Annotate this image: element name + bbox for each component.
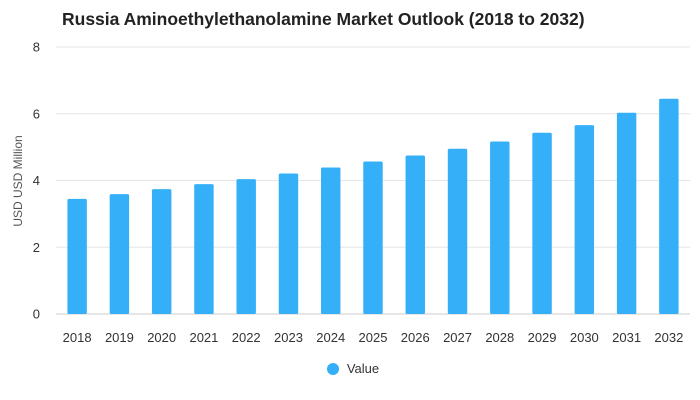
bar-2019[interactable] bbox=[109, 194, 130, 314]
bar-2032[interactable] bbox=[659, 98, 679, 314]
y-tick-label: 0 bbox=[33, 307, 40, 322]
y-axis-ticks: 0 2 4 6 8 bbox=[33, 40, 40, 322]
x-tick-label: 2018 bbox=[63, 330, 92, 345]
x-tick-label: 2019 bbox=[105, 330, 134, 345]
bar-2023[interactable] bbox=[278, 173, 299, 314]
chart-title: Russia Aminoethylethanolamine Market Out… bbox=[62, 9, 585, 29]
bar-2021[interactable] bbox=[194, 184, 214, 314]
x-tick-label: 2025 bbox=[359, 330, 388, 345]
bar-2025[interactable] bbox=[363, 161, 383, 314]
x-tick-label: 2026 bbox=[401, 330, 430, 345]
bar-2029[interactable] bbox=[532, 132, 552, 314]
bar-2018[interactable] bbox=[67, 198, 87, 314]
x-tick-label: 2020 bbox=[147, 330, 176, 345]
x-tick-label: 2021 bbox=[189, 330, 218, 345]
x-tick-label: 2030 bbox=[570, 330, 599, 345]
x-tick-label: 2032 bbox=[654, 330, 683, 345]
x-tick-label: 2029 bbox=[528, 330, 557, 345]
x-tick-label: 2024 bbox=[316, 330, 345, 345]
bar-2027[interactable] bbox=[447, 148, 468, 314]
bar-2022[interactable] bbox=[236, 179, 256, 314]
bar-2020[interactable] bbox=[151, 189, 172, 314]
bar-2030[interactable] bbox=[574, 125, 595, 314]
x-axis-ticks: 2018 2019 2020 2021 2022 2023 2024 2025 2026 2027… bbox=[63, 330, 684, 345]
x-tick-label: 2031 bbox=[612, 330, 641, 345]
y-tick-label: 4 bbox=[33, 173, 40, 188]
bar-2024[interactable] bbox=[321, 167, 341, 314]
y-tick-label: 8 bbox=[33, 40, 40, 55]
bar-2028[interactable] bbox=[490, 141, 510, 314]
legend: Value bbox=[0, 361, 700, 376]
bar-2026[interactable] bbox=[405, 155, 425, 314]
bar-2031[interactable] bbox=[616, 112, 637, 314]
bars bbox=[67, 98, 679, 314]
x-tick-label: 2027 bbox=[443, 330, 472, 345]
y-axis-title: USD USD Million bbox=[11, 135, 25, 226]
x-tick-label: 2023 bbox=[274, 330, 303, 345]
x-tick-label: 2028 bbox=[485, 330, 514, 345]
legend-swatch bbox=[326, 362, 339, 375]
legend-label[interactable]: Value bbox=[346, 361, 380, 376]
x-tick-label: 2022 bbox=[232, 330, 261, 345]
y-tick-label: 2 bbox=[33, 240, 40, 255]
y-tick-label: 6 bbox=[33, 106, 40, 121]
